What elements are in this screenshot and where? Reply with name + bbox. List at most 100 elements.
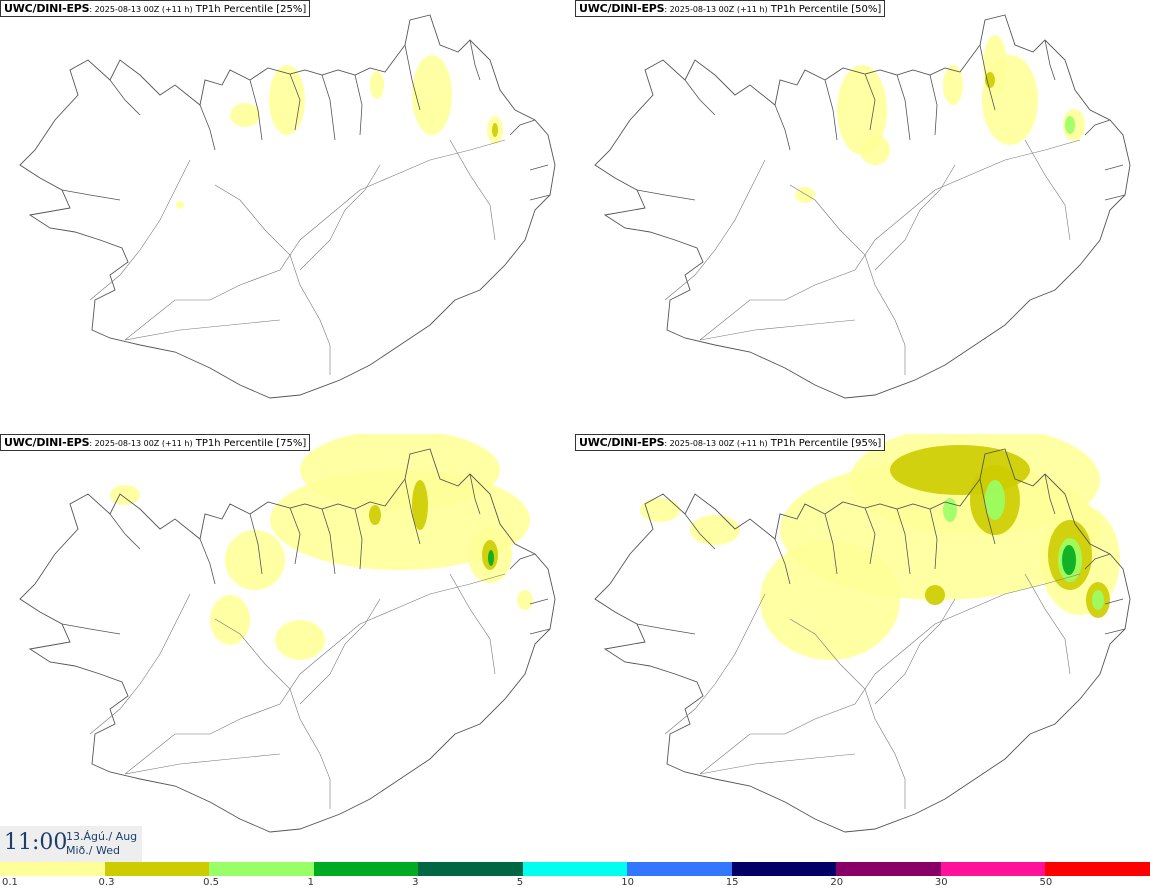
road-line [449,139,496,241]
panel-title: UWC/DINI-EPS: 2025-08-13 00Z (+11 h) TP1… [575,0,886,17]
fjord-line [199,104,216,151]
panel-title-variable: TP1h Percentile [75%] [192,438,307,449]
iceland-map [594,434,1131,833]
fjord-line [509,119,536,136]
fjord-line [636,623,696,635]
map-panel: UWC/DINI-EPS: 2025-08-13 00Z (+11 h) TP1… [575,434,1150,868]
road-line [1024,573,1071,675]
fjord-line [289,507,301,565]
precip-area [690,515,740,545]
fjord-line [1104,628,1126,635]
panel-title-init: : 2025-08-13 00Z (+11 h) [664,5,768,14]
precip-area [488,550,494,566]
fjord-line [929,508,938,570]
fjord-line [1104,164,1124,171]
precip-area [275,620,325,660]
fjord-line [1044,473,1056,515]
precip-area [412,480,428,530]
precipitation-field [640,434,1120,660]
road-line [124,753,281,775]
fjord-line [1104,194,1126,201]
panel-title: UWC/DINI-EPS: 2025-08-13 00Z (+11 h) TP1… [0,0,311,17]
precip-area [230,103,260,127]
road-line [1024,139,1071,241]
precip-area [370,71,384,99]
road-line [299,598,381,705]
panel-title-model: UWC/DINI-EPS [579,2,665,15]
road-line [699,139,1081,341]
fjord-line [774,104,791,151]
iceland-map [594,14,1131,399]
legend-tick-label: 0.1 [2,877,18,888]
fjord-line [109,79,141,116]
legend-tick-label: 0.5 [203,877,219,888]
road-line [789,184,906,375]
precip-area [1062,545,1076,575]
road-line [664,593,766,735]
road-line [124,319,281,341]
precipitation-field [110,434,533,660]
fjord-line [61,623,121,635]
fjord-line [354,74,363,136]
iceland-map [19,14,556,399]
fjord-line [1044,39,1056,81]
valid-date-line1: 13.Ágú./ Aug [66,830,138,843]
panel-title-init: : 2025-08-13 00Z (+11 h) [664,439,768,448]
panel-title: UWC/DINI-EPS: 2025-08-13 00Z (+11 h) TP1… [0,434,311,451]
road-line [449,573,496,675]
road-line [124,139,506,341]
precip-area [1092,590,1104,610]
precip-area [860,135,890,165]
legend-swatch [209,862,314,876]
precip-area [985,480,1005,520]
fjord-line [404,44,421,111]
precip-area [412,55,452,135]
fjord-line [404,478,421,545]
precip-area [837,65,887,155]
road-line [699,573,1081,775]
precip-area [943,65,963,105]
fjord-line [979,478,996,545]
legend-tick-label: 0.3 [98,877,115,888]
road-line [699,319,856,341]
valid-date: 13.Ágú./ Aug Mið./ Wed [66,830,137,858]
fjord-line [529,628,551,635]
legend-swatch [313,862,419,876]
panel-title-init: : 2025-08-13 00Z (+11 h) [89,439,193,448]
legend-swatch [522,862,628,876]
road-line [699,753,856,775]
fjord-line [354,508,363,570]
road-line [664,159,766,301]
fjord-line [529,164,549,171]
fjord-line [289,73,301,131]
fjord-line [109,513,141,550]
fjord-line [61,189,121,201]
legend-swatch [0,862,105,876]
fjord-line [896,508,911,575]
precip-area [225,530,285,590]
road-line [874,598,956,705]
fjord-line [774,538,791,585]
legend-swatch [104,862,210,876]
precip-area [269,65,305,135]
precip-area [176,201,184,209]
legend-tick-label: 30 [934,877,948,888]
map-panel: UWC/DINI-EPS: 2025-08-13 00Z (+11 h) TP1… [0,434,575,868]
fjord-line [321,508,336,575]
road-line [89,593,191,735]
fjord-line [321,74,336,141]
legend-swatch [731,862,837,876]
fjord-line [469,473,481,515]
precip-area [492,123,498,137]
fjord-line [824,79,838,141]
fjord-line [824,513,838,575]
color-legend [0,862,1150,876]
valid-time-box: 11:00 13.Ágú./ Aug Mið./ Wed [0,826,142,862]
legend-tick-label: 15 [725,877,739,888]
precip-area [1065,116,1075,134]
precip-area [985,72,995,88]
fjord-line [929,74,938,136]
fjord-line [864,73,876,131]
map-panel: UWC/DINI-EPS: 2025-08-13 00Z (+11 h) TP1… [575,0,1150,434]
panel-title-model: UWC/DINI-EPS [4,2,90,15]
